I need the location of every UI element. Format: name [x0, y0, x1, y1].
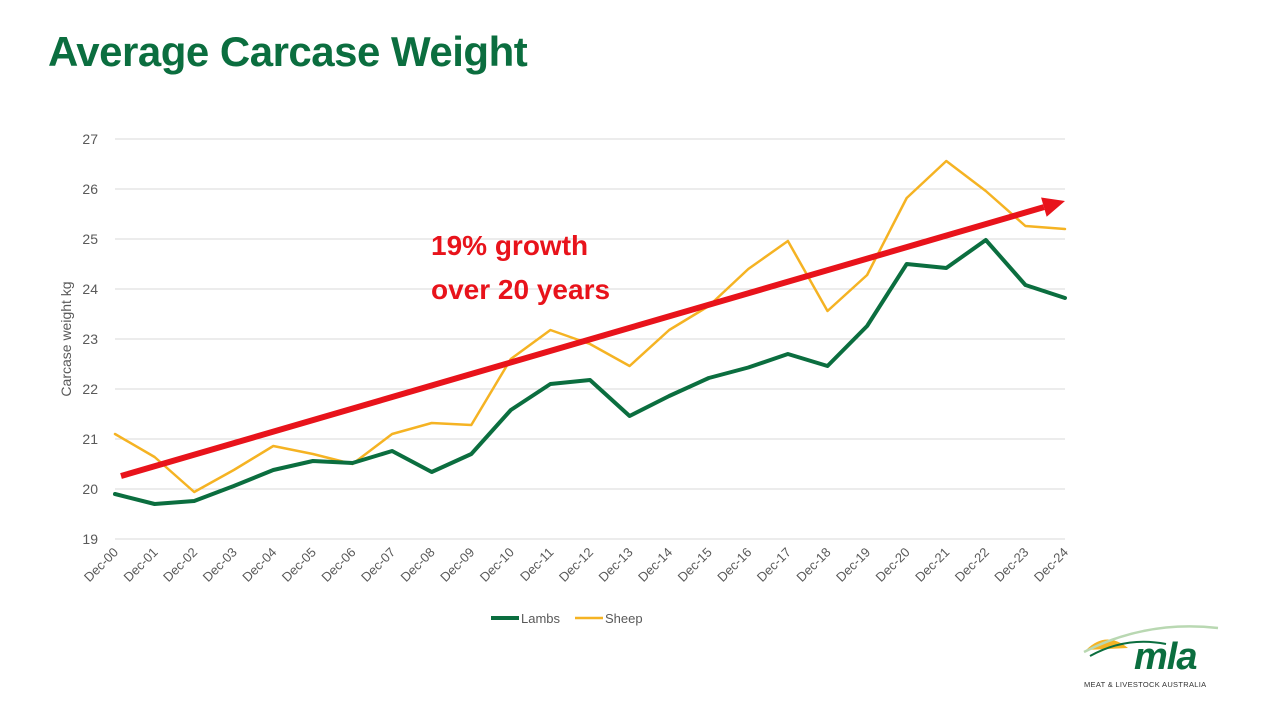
annotation-line-2: over 20 years	[431, 274, 610, 305]
page-title: Average Carcase Weight	[48, 28, 528, 75]
y-axis-ticks: 19 20 21 22 23 24 25 26 27	[82, 131, 98, 547]
x-tick-label: Dec-18	[793, 545, 833, 585]
gridlines	[115, 138, 1065, 540]
series-line-sheep	[113, 159, 1067, 494]
y-tick-label: 19	[82, 531, 98, 547]
x-tick-label: Dec-19	[833, 545, 873, 585]
x-tick-label: Dec-24	[1031, 545, 1071, 585]
x-tick-label: Dec-23	[991, 545, 1031, 585]
x-tick-label: Dec-22	[952, 545, 992, 585]
logo-swoosh-green-icon	[1089, 640, 1167, 657]
legend-label: Lambs	[521, 611, 561, 626]
y-tick-label: 21	[82, 431, 98, 447]
y-tick-label: 20	[82, 481, 98, 497]
x-tick-label: Dec-21	[912, 545, 952, 585]
series-line-lambs	[113, 238, 1067, 506]
y-tick-label: 25	[82, 231, 98, 247]
trend-arrow-head	[1041, 197, 1065, 217]
y-tick-label: 26	[82, 181, 98, 197]
mla-logo	[1083, 625, 1219, 657]
y-tick-label: 23	[82, 331, 98, 347]
series-lines	[113, 159, 1067, 506]
x-tick-label: Dec-03	[200, 545, 240, 585]
y-axis-label: Carcase weight kg	[58, 281, 74, 396]
legend-label: Sheep	[605, 611, 643, 626]
x-tick-label: Dec-07	[358, 545, 398, 585]
x-tick-label: Dec-16	[714, 545, 754, 585]
y-tick-label: 22	[82, 381, 98, 397]
x-tick-label: Dec-08	[398, 545, 438, 585]
logo-word: mla	[1134, 636, 1197, 678]
logo-swoosh-icon	[1083, 625, 1219, 654]
x-axis-ticks: Dec-00 Dec-01 Dec-02 Dec-03 Dec-04 Dec-05 Dec-…	[81, 545, 1071, 585]
y-tick-label: 24	[82, 281, 98, 297]
x-tick-label: Dec-02	[160, 545, 200, 585]
x-tick-label: Dec-05	[279, 545, 319, 585]
x-tick-label: Dec-09	[437, 545, 477, 585]
x-tick-label: Dec-11	[517, 545, 557, 585]
x-tick-label: Dec-12	[556, 545, 596, 585]
x-tick-label: Dec-17	[754, 545, 794, 585]
annotation-line-1: 19% growth	[431, 230, 588, 261]
x-tick-label: Dec-04	[239, 545, 279, 585]
logo-tagline: MEAT & LIVESTOCK AUSTRALIA	[1084, 680, 1207, 689]
trend-arrow	[120, 197, 1065, 479]
x-tick-label: Dec-15	[675, 545, 715, 585]
legend: Lambs Sheep	[491, 611, 643, 626]
x-tick-label: Dec-14	[635, 545, 675, 585]
x-tick-label: Dec-13	[595, 545, 635, 585]
x-tick-label: Dec-06	[318, 545, 358, 585]
x-tick-label: Dec-01	[120, 545, 160, 585]
trend-arrow-shaft	[120, 204, 1045, 479]
x-tick-label: Dec-20	[873, 545, 913, 585]
x-tick-label: Dec-00	[81, 545, 121, 585]
x-tick-label: Dec-10	[477, 545, 517, 585]
y-tick-label: 27	[82, 131, 98, 147]
